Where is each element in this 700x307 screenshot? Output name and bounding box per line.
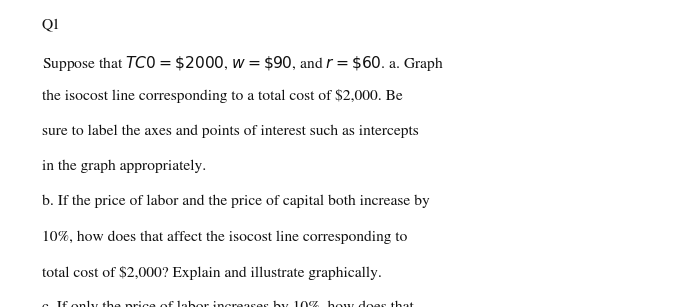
- Text: b. If the price of labor and the price of capital both increase by: b. If the price of labor and the price o…: [42, 195, 430, 208]
- Text: the isocost line corresponding to a total cost of $2,000. Be: the isocost line corresponding to a tota…: [42, 89, 402, 103]
- Text: Suppose that $TC0 = \$2000$, $w = \$90$, and $r = \$60$. a. Graph: Suppose that $TC0 = \$2000$, $w = \$90$,…: [42, 54, 444, 73]
- Text: total cost of $2,000? Explain and illustrate graphically.: total cost of $2,000? Explain and illust…: [42, 266, 382, 280]
- Text: sure to label the axes and points of interest such as intercepts: sure to label the axes and points of int…: [42, 124, 419, 138]
- Text: in the graph appropriately.: in the graph appropriately.: [42, 160, 206, 173]
- Text: c. If only the price of labor increases by 10%, how does that: c. If only the price of labor increases …: [42, 301, 414, 307]
- Text: 10%, how does that affect the isocost line corresponding to: 10%, how does that affect the isocost li…: [42, 230, 407, 244]
- Text: Q1: Q1: [42, 18, 61, 32]
